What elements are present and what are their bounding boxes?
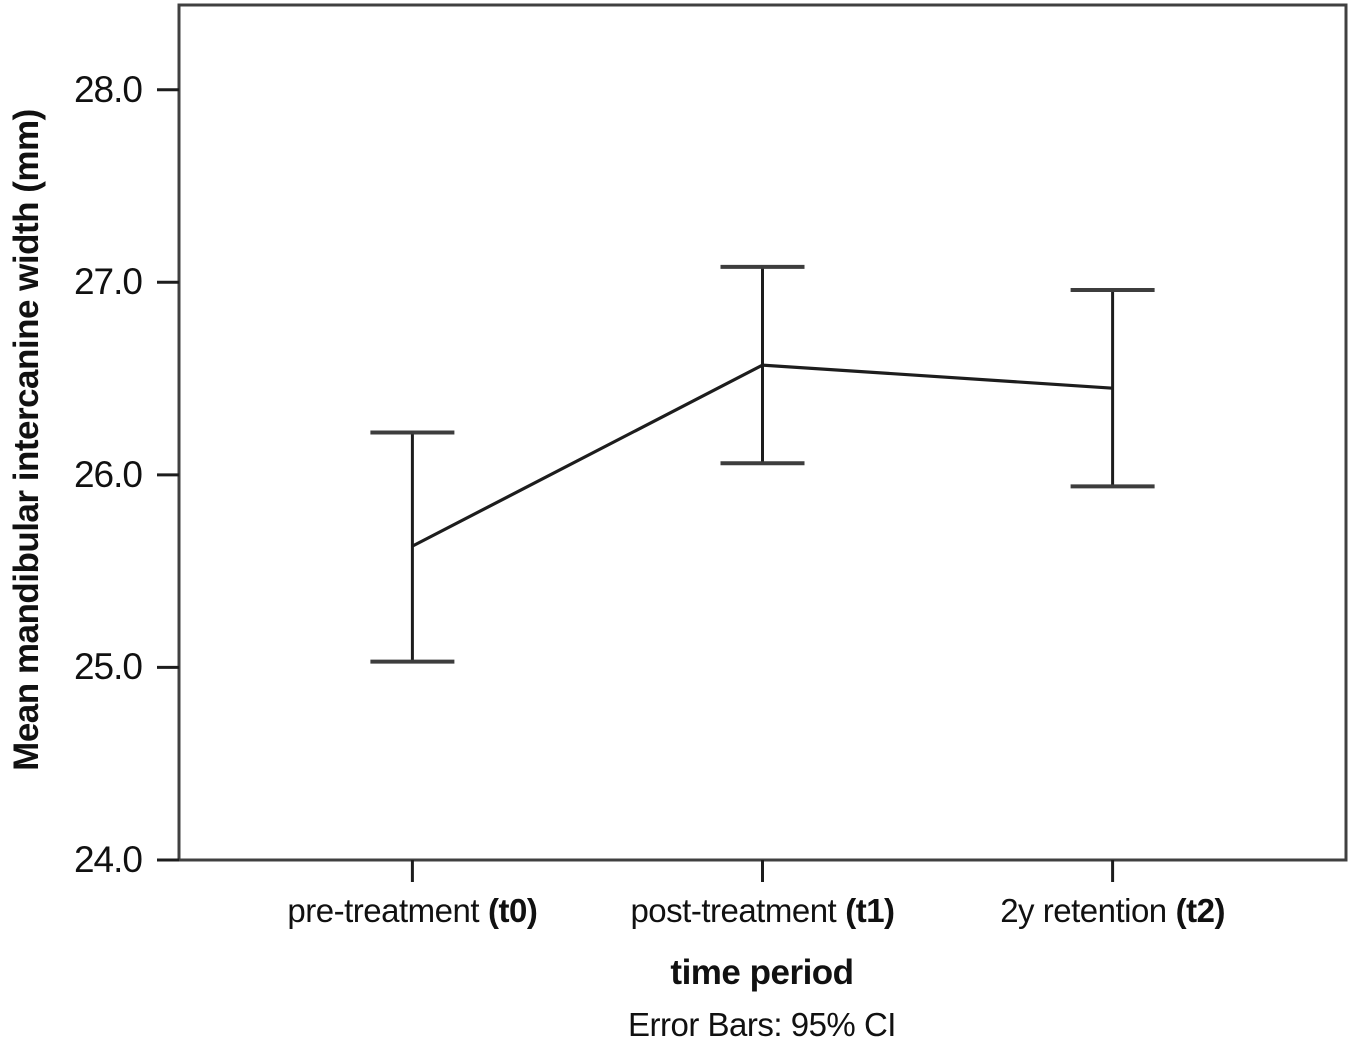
category-name: pre-treatment bbox=[287, 892, 480, 929]
mean-line bbox=[411, 363, 1113, 548]
y-tick-label: 25.0 bbox=[73, 646, 143, 688]
category-tag: (t1) bbox=[845, 892, 895, 929]
y-tick-label: 24.0 bbox=[73, 839, 143, 880]
x-category-label: post-treatment (t1) bbox=[543, 891, 983, 931]
error-bars-note: Error Bars: 95% CI bbox=[628, 1006, 896, 1043]
y-tick-label: 26.0 bbox=[73, 453, 143, 495]
y-tick-label: 28.0 bbox=[73, 68, 143, 110]
x-category-label: 2y retention (t2) bbox=[893, 891, 1333, 931]
category-name: post-treatment bbox=[630, 892, 837, 929]
category-tag: (t0) bbox=[488, 892, 538, 929]
category-tag: (t2) bbox=[1175, 892, 1226, 929]
x-axis-title: time period bbox=[670, 953, 854, 992]
x-category-label: pre-treatment (t0) bbox=[192, 891, 632, 931]
category-name: 2y retention bbox=[1000, 892, 1167, 929]
y-tick-label: 27.0 bbox=[73, 261, 143, 303]
